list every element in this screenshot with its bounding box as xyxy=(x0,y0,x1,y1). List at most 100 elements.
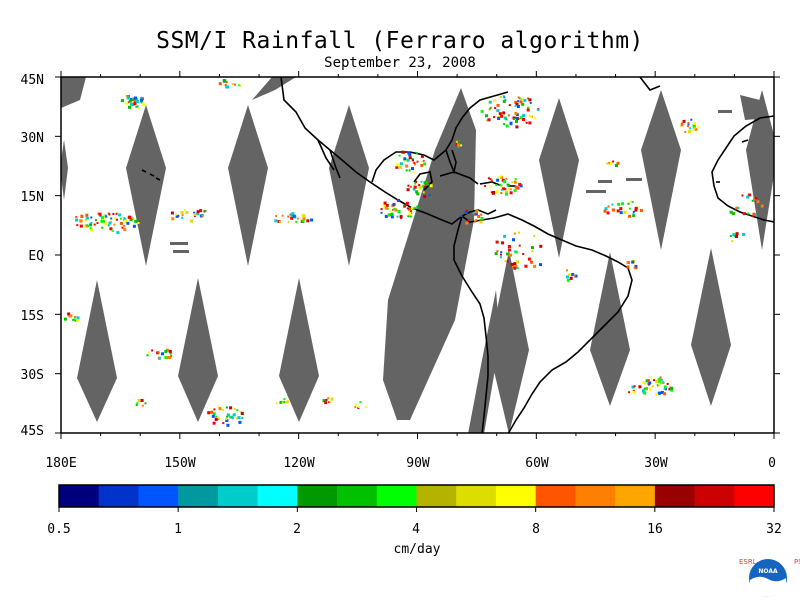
rain-cell xyxy=(498,112,502,116)
colorbar-units: cm/day xyxy=(393,542,441,557)
rain-cell xyxy=(504,190,508,194)
rain-cell xyxy=(423,181,427,185)
rain-cell xyxy=(655,379,659,383)
rain-cell xyxy=(514,250,518,254)
rain-cell xyxy=(133,102,137,105)
rain-cell xyxy=(193,213,197,217)
rain-cell xyxy=(619,207,623,211)
rain-cell xyxy=(217,405,220,408)
rain-cell xyxy=(322,399,326,403)
rain-cell xyxy=(513,262,517,266)
rain-cell xyxy=(110,217,113,220)
rain-cell xyxy=(123,228,127,232)
rain-cell xyxy=(80,215,84,219)
rain-cell xyxy=(509,121,513,125)
rain-cell xyxy=(509,188,512,191)
rain-cell xyxy=(278,220,281,223)
rain-cell xyxy=(658,379,662,383)
rain-cell xyxy=(98,212,102,216)
north-america-coast xyxy=(280,77,497,225)
rain-cell xyxy=(513,232,516,235)
rain-cell xyxy=(171,217,175,221)
rain-cell xyxy=(418,183,421,186)
rain-cell xyxy=(534,117,536,120)
rain-cell xyxy=(306,219,310,223)
rain-cell xyxy=(292,214,296,218)
rain-cell xyxy=(168,356,172,360)
rain-cell xyxy=(631,260,635,264)
rain-cell xyxy=(103,220,105,223)
colorbar-tick-label: 8 xyxy=(532,522,540,537)
rain-cell xyxy=(574,274,578,278)
rain-cell xyxy=(569,276,573,280)
rain-cell xyxy=(513,250,516,253)
rain-cell xyxy=(281,214,284,217)
rain-cell xyxy=(387,213,391,217)
rain-cell xyxy=(621,202,624,206)
rain-cell xyxy=(503,116,507,120)
rain-cell xyxy=(364,406,367,409)
rain-cell xyxy=(408,207,411,211)
rain-cell xyxy=(275,215,277,218)
rain-cell xyxy=(489,178,492,181)
rain-cell xyxy=(416,192,420,196)
rain-cell xyxy=(359,401,362,404)
rain-cell xyxy=(134,219,138,223)
rain-cell xyxy=(392,202,396,206)
rain-cell xyxy=(395,165,399,169)
rain-cell xyxy=(516,267,519,270)
rain-cell xyxy=(514,185,518,189)
lon-label: 30W xyxy=(644,456,668,471)
rain-cell xyxy=(132,224,136,228)
rain-cell xyxy=(490,191,493,194)
rain-cell xyxy=(536,108,539,111)
rain-cell xyxy=(523,98,527,102)
rain-cell xyxy=(690,118,693,121)
rain-cell xyxy=(380,208,383,211)
rain-cell xyxy=(113,223,116,226)
rain-cell xyxy=(384,214,388,218)
rain-cell xyxy=(140,96,143,99)
rain-cell xyxy=(415,152,418,155)
rain-cell xyxy=(397,210,401,213)
rain-cell xyxy=(196,210,200,214)
rain-cell xyxy=(525,121,528,124)
rain-cell xyxy=(524,264,528,268)
rain-cell xyxy=(603,209,607,213)
rain-cell xyxy=(225,81,228,84)
rain-cell xyxy=(226,415,229,418)
rain-cell xyxy=(90,221,93,224)
colorbar-tick-label: 32 xyxy=(766,522,782,537)
rain-cell xyxy=(140,98,143,102)
lon-label: 180E xyxy=(45,456,77,471)
rain-cell xyxy=(140,399,144,402)
rain-cell xyxy=(76,316,80,320)
rain-cell xyxy=(648,387,652,391)
rain-cell xyxy=(420,154,424,158)
rain-cell xyxy=(123,217,126,220)
rain-cell xyxy=(297,217,300,220)
rain-cell xyxy=(514,111,518,115)
rain-cell xyxy=(493,99,497,102)
rain-cell xyxy=(488,100,492,104)
rain-cell xyxy=(399,215,403,219)
rain-cell xyxy=(632,210,635,213)
lat-label: 45S xyxy=(20,424,44,439)
rain-cell xyxy=(137,222,140,224)
rain-cell xyxy=(502,187,505,191)
rain-cell xyxy=(241,417,244,419)
rain-cell xyxy=(489,106,492,109)
rain-cell xyxy=(408,169,411,172)
swath-gap xyxy=(626,178,642,181)
rain-cell xyxy=(147,351,150,354)
rain-cell xyxy=(480,217,484,220)
rain-cell xyxy=(513,180,517,184)
swath-gap xyxy=(252,77,296,100)
rain-cell xyxy=(528,98,532,102)
rain-cell xyxy=(175,214,179,218)
rain-cell xyxy=(692,123,696,127)
noaa-wave xyxy=(750,576,786,597)
rain-cell xyxy=(670,386,674,390)
rain-cell xyxy=(493,116,496,119)
rain-cell xyxy=(653,379,656,382)
